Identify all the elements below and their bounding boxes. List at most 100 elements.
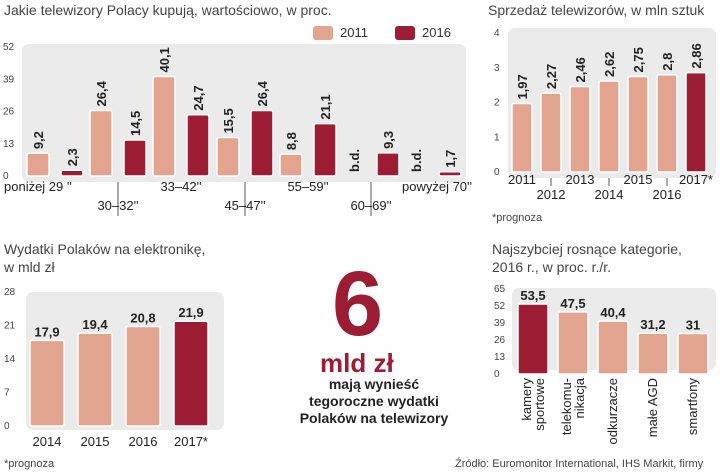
chart1-category-label: 30–32'' bbox=[97, 198, 138, 213]
chart1-bar-2016 bbox=[250, 109, 274, 177]
chart2-category-label: 2015 bbox=[624, 172, 653, 187]
chart2-ytick: 0 bbox=[494, 167, 500, 178]
chart4-ytick: 0 bbox=[494, 369, 500, 380]
chart1-ytick: 52 bbox=[3, 42, 15, 53]
chart2-category-label: 2013 bbox=[566, 172, 595, 187]
chart1-ytick: 0 bbox=[3, 171, 9, 182]
chart3-ytick: 0 bbox=[4, 421, 10, 432]
chart4-bar bbox=[517, 303, 549, 375]
chart1-value-label: 15,5 bbox=[221, 108, 236, 133]
chart1-value-label: 40,1 bbox=[157, 47, 172, 72]
chart2-bar bbox=[656, 73, 678, 173]
chart4-bar bbox=[637, 332, 669, 375]
chart1-ytick: 13 bbox=[3, 139, 15, 150]
chart2-bar bbox=[598, 80, 620, 173]
chart1-ytick: 39 bbox=[3, 74, 15, 85]
chart2-category-label: 2012 bbox=[537, 187, 566, 202]
chart1-category-label: poniżej 29 '' bbox=[4, 179, 72, 194]
chart3-category-label: 2016 bbox=[129, 434, 158, 449]
legend-swatch-2011 bbox=[313, 26, 333, 40]
chart1-category-label: powyżej 70'' bbox=[402, 179, 472, 194]
chart4-value-label: 53,5 bbox=[520, 288, 545, 303]
chart1-value-label: b.d. bbox=[409, 149, 424, 172]
chart3-title: Wydatki Polaków na elektronikę, w mld zł bbox=[4, 241, 206, 275]
chart4-ytick: 52 bbox=[494, 301, 506, 312]
chart2-category-label: 2014 bbox=[595, 187, 624, 202]
chart3-ytick: 7 bbox=[4, 388, 10, 399]
chart3-bar bbox=[77, 332, 113, 427]
chart3-ytick: 28 bbox=[4, 287, 16, 298]
chart4-value-label: 40,4 bbox=[600, 305, 626, 320]
chart1-bar-2016 bbox=[60, 169, 84, 177]
chart3-bar bbox=[125, 325, 161, 427]
chart3-value-label: 20,8 bbox=[130, 310, 155, 325]
chart2-ytick: 3 bbox=[494, 63, 500, 74]
chart2-ytick: 4 bbox=[494, 28, 500, 39]
chart1-bar-2016 bbox=[376, 152, 400, 177]
chart1-ytick: 26 bbox=[3, 107, 15, 118]
highlight-unit: mld zł bbox=[320, 348, 394, 378]
chart1-bar-2011 bbox=[152, 75, 176, 177]
chart2-category-label: 2017* bbox=[679, 172, 713, 187]
chart4-category-label: sportowe bbox=[532, 378, 547, 431]
chart1-value-label: 2,3 bbox=[65, 148, 80, 166]
chart2-value-label: 2,8 bbox=[660, 53, 675, 71]
chart1-bar-2011 bbox=[26, 152, 50, 177]
chart2-category-label: 2016 bbox=[653, 187, 682, 202]
chart2-value-label: 2,75 bbox=[631, 47, 646, 72]
chart1-category-label: 33–42'' bbox=[160, 179, 201, 194]
chart2-bar bbox=[627, 75, 649, 173]
chart3-ytick: 21 bbox=[4, 321, 16, 332]
chart4-title: Najszybciej rosnące kategorie, 2016 r., … bbox=[492, 241, 682, 275]
chart1-value-label: 24,7 bbox=[191, 85, 206, 110]
chart2-ytick: 2 bbox=[494, 98, 500, 109]
chart2-bar bbox=[685, 71, 707, 173]
chart2-value-label: 2,86 bbox=[689, 43, 704, 68]
chart3-value-label: 17,9 bbox=[34, 324, 59, 339]
legend-swatch-2016 bbox=[395, 26, 415, 40]
chart3-value-label: 19,4 bbox=[82, 317, 108, 332]
chart1-value-label: 9,2 bbox=[31, 131, 46, 149]
chart4-value-label: 31 bbox=[686, 317, 700, 332]
chart3-note: *prognoza bbox=[4, 458, 55, 470]
chart2-value-label: 2,27 bbox=[544, 64, 559, 89]
chart1-bar-2011 bbox=[89, 109, 113, 177]
chart4-bar bbox=[557, 311, 589, 375]
chart1-value-label: 9,3 bbox=[381, 131, 396, 149]
highlight-text: mają wynieść tegoroczne wydatki Polaków … bbox=[299, 376, 449, 426]
chart4-ytick: 65 bbox=[494, 284, 506, 295]
chart1-category-label: 45–47'' bbox=[224, 198, 265, 213]
chart1-category-label: 60–69'' bbox=[350, 198, 391, 213]
chart1-bar-2016 bbox=[123, 139, 147, 177]
chart2-value-label: 2,46 bbox=[573, 57, 588, 82]
chart4-value-label: 47,5 bbox=[560, 296, 585, 311]
chart2-value-label: 1,97 bbox=[515, 74, 530, 99]
chart4-value-label: 31,2 bbox=[640, 317, 665, 332]
chart1-value-label: 8,8 bbox=[284, 132, 299, 150]
chart1-bar-2016 bbox=[313, 122, 337, 177]
chart4-category-label: małe AGD bbox=[645, 378, 660, 437]
chart3-ytick: 14 bbox=[4, 354, 16, 365]
chart3-value-label: 21,9 bbox=[178, 305, 203, 320]
chart4-bar bbox=[677, 332, 709, 375]
chart4-category-label: odkurzacze bbox=[605, 378, 620, 444]
chart1-bar-2016 bbox=[186, 113, 210, 177]
chart1-value-label: 26,4 bbox=[94, 80, 109, 106]
chart1-bar-2016 bbox=[438, 171, 462, 177]
chart4-category-label: smartfony bbox=[685, 378, 700, 436]
chart3-category-label: 2014 bbox=[33, 434, 62, 449]
chart3-category-label: 2017* bbox=[174, 434, 208, 449]
chart2-bar bbox=[511, 102, 533, 173]
chart1-title: Jakie telewizory Polacy kupują, wartości… bbox=[4, 2, 332, 18]
chart4-category-label: nikacja bbox=[572, 377, 587, 418]
chart2-category-label: 2011 bbox=[508, 172, 536, 187]
chart2-title: Sprzedaż telewizorów, w mln sztuk bbox=[488, 2, 705, 18]
chart3-bar bbox=[29, 339, 65, 427]
chart1-value-label: 21,1 bbox=[318, 94, 333, 119]
chart4-bar bbox=[597, 320, 629, 375]
chart4-ytick: 13 bbox=[494, 352, 506, 363]
chart1-value-label: 14,5 bbox=[128, 111, 143, 136]
chart2-value-label: 2,62 bbox=[602, 52, 617, 77]
chart1-category-label: 55–59'' bbox=[287, 179, 328, 194]
